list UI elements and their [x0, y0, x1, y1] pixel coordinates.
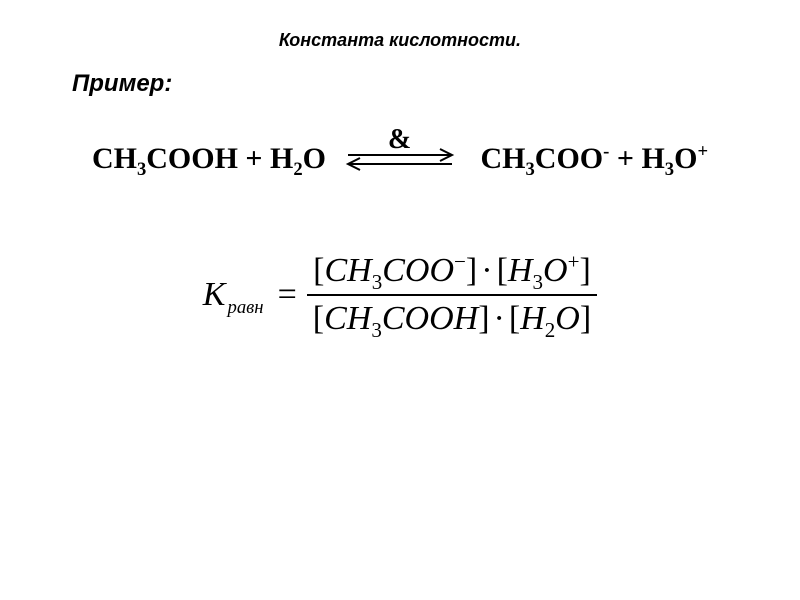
text: H [520, 300, 545, 337]
text: O [543, 252, 568, 289]
superscript: + [568, 250, 580, 274]
text: COOH [382, 300, 478, 337]
left-bracket: [ [509, 300, 520, 337]
slide: Константа кислотности. Пример: CH3COOH +… [0, 0, 800, 600]
text: CH [324, 300, 371, 337]
right-bracket: ] [580, 300, 591, 337]
text: COO [535, 142, 603, 175]
fraction: [CH3COO−]·[H3O+] [CH3COOH]·[H2O] [307, 250, 597, 340]
reactant-2: H2O [270, 142, 326, 176]
subscript: 3 [137, 159, 146, 180]
k-subscript: равн [227, 297, 263, 319]
subscript: 3 [532, 270, 543, 294]
k-label: K равн [203, 276, 264, 314]
plus-sign: + [617, 142, 634, 176]
superscript: + [697, 141, 708, 162]
multiplication-dot: · [477, 252, 496, 289]
text: CH [324, 252, 371, 289]
subscript: 3 [372, 270, 383, 294]
product-2: H3O+ [641, 142, 708, 176]
reactant-1: CH3COOH [92, 142, 238, 176]
text: H [270, 142, 293, 175]
fraction-bar [307, 294, 597, 296]
chemical-equation: CH3COOH + H2O & CH3COO- + H3O+ [0, 140, 800, 176]
text: O [303, 142, 326, 175]
text: O [555, 300, 580, 337]
text: COO [382, 252, 454, 289]
denominator: [CH3COOH]·[H2O] [307, 298, 597, 340]
subscript: 2 [293, 159, 302, 180]
left-bracket: [ [313, 300, 324, 337]
text: COOH [146, 142, 238, 175]
double-arrow-icon [340, 142, 460, 176]
text: H [641, 142, 664, 175]
plus-sign: + [245, 142, 262, 176]
superscript: - [603, 141, 609, 162]
numerator: [CH3COO−]·[H3O+] [307, 250, 597, 292]
equals-sign: = [278, 276, 297, 314]
subscript: 3 [526, 159, 535, 180]
left-bracket: [ [313, 252, 324, 289]
text: O [674, 142, 697, 175]
superscript: − [454, 250, 466, 274]
example-label: Пример: [72, 70, 172, 98]
product-1: CH3COO- [473, 142, 609, 176]
subscript: 3 [371, 318, 382, 342]
right-bracket: ] [466, 252, 477, 289]
text: CH [92, 142, 137, 175]
multiplication-dot: · [490, 300, 509, 337]
k-symbol: K [203, 276, 226, 314]
text: CH [481, 142, 526, 175]
equilibrium-arrow: & [340, 142, 460, 176]
right-bracket: ] [478, 300, 489, 337]
right-bracket: ] [579, 252, 590, 289]
subscript: 2 [545, 318, 556, 342]
text: H [508, 252, 533, 289]
left-bracket: [ [497, 252, 508, 289]
page-title: Константа кислотности. [0, 30, 800, 51]
subscript: 3 [665, 159, 674, 180]
equilibrium-constant-expression: K равн = [CH3COO−]·[H3O+] [CH3COOH]·[H2O… [0, 250, 800, 340]
